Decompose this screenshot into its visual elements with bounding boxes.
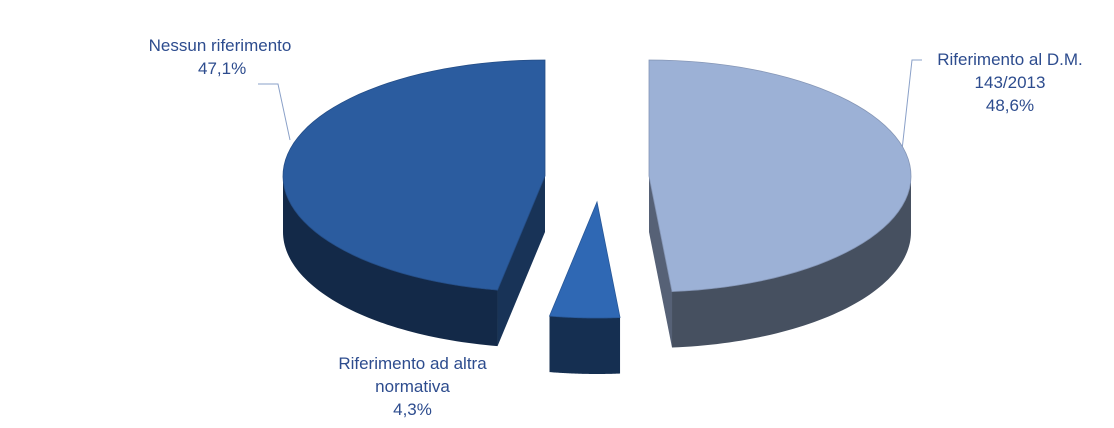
slice-side [497, 176, 545, 347]
leader-line [901, 59, 922, 151]
slice-label: Riferimento ad altra normativa 4,3% [305, 352, 520, 421]
category-label: Riferimento ad altra normativa [338, 354, 487, 396]
slice-wall [283, 176, 498, 347]
slice-side [649, 176, 673, 348]
slice [648, 59, 912, 292]
slice-label: Nessun riferimento 47,1% [110, 34, 330, 80]
category-label: Riferimento al D.M. 143/2013 [937, 50, 1083, 92]
slice-wall [549, 316, 621, 374]
slice [548, 200, 621, 319]
slice-wall [672, 176, 911, 348]
value-label: 47,1% [198, 59, 247, 78]
value-label: 48,6% [985, 96, 1035, 115]
value-label: 4,3% [393, 400, 432, 419]
category-label: Nessun riferimento [148, 36, 292, 55]
slice [282, 59, 546, 291]
leader-line [258, 83, 291, 141]
slice-label: Riferimento al D.M. 143/2013 48,6% [910, 48, 1110, 117]
